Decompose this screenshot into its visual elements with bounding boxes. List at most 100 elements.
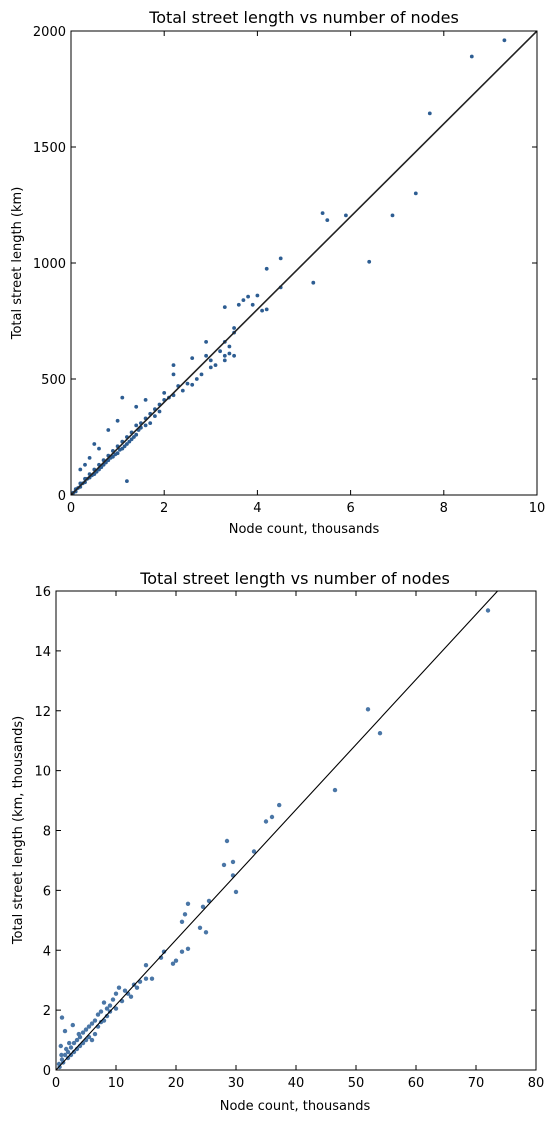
chart-2-point (89, 1021, 95, 1026)
chart-2-point (200, 904, 206, 909)
chart-1-x-axis-label: Node count, thousands (229, 522, 380, 537)
chart-2-x-tick-label: 40 (288, 1076, 305, 1091)
chart-1-fit-line (71, 31, 537, 495)
chart-2-point (185, 901, 191, 906)
chart-1-point (264, 266, 269, 271)
chart-2-title: Total street length vs number of nodes (139, 569, 450, 588)
chart-2-y-tick-label: 0 (43, 1064, 51, 1079)
chart-2-point (128, 994, 134, 999)
chart-1-x-tick-label: 10 (529, 501, 546, 516)
chart-2-x-tick-label: 70 (468, 1076, 485, 1091)
chart-2-point (485, 608, 491, 613)
chart-1-point (367, 259, 372, 264)
chart-2-point (58, 1043, 63, 1049)
chart-2-point (83, 1027, 89, 1032)
chart-1-point (413, 191, 418, 196)
chart-1-point (153, 414, 157, 418)
chart-2-x-axis-label: Node count, thousands (220, 1099, 371, 1114)
chart-2-y-tick-label: 4 (43, 944, 51, 959)
chart-1-point (208, 358, 213, 363)
chart-2-point (365, 707, 371, 712)
chart-1-point (97, 446, 101, 451)
chart-2-point (134, 985, 140, 990)
chart-1-point (162, 391, 167, 395)
chart-1-point (236, 302, 241, 307)
chart-1-point (264, 307, 269, 312)
chart-1-y-tick-label: 1000 (33, 257, 66, 272)
chart-2-point (101, 1000, 107, 1005)
chart-1-point (204, 340, 209, 344)
chart-1-point (125, 479, 129, 483)
chart-1-point (427, 111, 432, 116)
chart-2-point (104, 1006, 110, 1011)
chart-2-point (203, 930, 209, 935)
chart-2-point (76, 1031, 82, 1037)
chart-1-point (227, 344, 232, 349)
chart-1-x-tick-label: 0 (67, 501, 75, 516)
chart-2-point (62, 1028, 68, 1034)
chart-2-x-tick-label: 10 (108, 1076, 125, 1091)
chart-2-point (170, 961, 176, 966)
chart-1-point (115, 418, 120, 423)
chart-2-x-tick-label: 50 (348, 1076, 365, 1091)
chart-1-point (344, 213, 348, 218)
chart-2-point (116, 985, 122, 990)
chart-1-point (113, 452, 118, 457)
chart-1-point (171, 363, 176, 367)
chart-2-point (59, 1015, 65, 1020)
chart-2-point (143, 976, 149, 981)
chart-1-y-tick-label: 500 (41, 373, 66, 388)
chart-2-point (65, 1055, 71, 1061)
chart-1-point (190, 382, 195, 387)
chart-2-point (67, 1040, 72, 1046)
chart-1-point (218, 349, 223, 354)
chart-1-point (132, 435, 136, 439)
chart-1-point (185, 381, 190, 386)
chart-2-point (110, 997, 116, 1002)
chart-2-point (70, 1022, 76, 1028)
chart-2-point (57, 1064, 62, 1070)
chart-2-y-tick-label: 10 (34, 765, 51, 780)
chart-2-point (68, 1045, 74, 1050)
chart-2-point (224, 838, 230, 844)
chart-1-point (118, 447, 122, 452)
chart-1-point (255, 293, 260, 298)
chart-1-point (190, 356, 195, 360)
chart-1-point (213, 363, 218, 367)
chart-1-point (143, 398, 148, 402)
chart-1-point (241, 298, 246, 302)
chart-1-point (122, 444, 127, 449)
chart-1-point (78, 467, 83, 472)
chart-2-point (71, 1040, 77, 1046)
chart-2-point (149, 976, 155, 981)
chart-2-y-tick-label: 12 (34, 705, 51, 720)
chart-2-x-tick-label: 30 (228, 1076, 245, 1091)
chart-1-point (134, 423, 139, 428)
chart-2-point (173, 958, 179, 963)
chart-2-fit-line (56, 591, 499, 1070)
chart-2-x-tick-label: 20 (168, 1076, 185, 1091)
chart-2-point (182, 912, 188, 917)
chart-1-point (134, 432, 139, 437)
chart-2-point (122, 988, 128, 993)
chart-1-point (250, 302, 255, 307)
chart-1-point (194, 377, 199, 381)
chart-2-point (62, 1052, 68, 1058)
chart-2-point (86, 1024, 92, 1029)
chart-1-point (148, 421, 153, 425)
chart-1-point (120, 395, 125, 400)
chart-1-point (325, 218, 330, 223)
chart-1-point (208, 365, 213, 370)
chart-1-point (125, 442, 129, 446)
chart-1-point (106, 428, 111, 432)
chart-2-point (68, 1052, 74, 1058)
chart-1-point (129, 437, 134, 442)
chart-1-y-tick-label: 1500 (33, 141, 66, 156)
chart-2-y-tick-label: 6 (43, 884, 51, 899)
chart-2-y-tick-label: 8 (43, 825, 51, 840)
chart-1-point (204, 353, 209, 358)
chart-1-point (83, 462, 87, 467)
chart-1-point (180, 388, 185, 393)
chart-2-point (63, 1046, 69, 1052)
chart-1-point (171, 372, 176, 377)
